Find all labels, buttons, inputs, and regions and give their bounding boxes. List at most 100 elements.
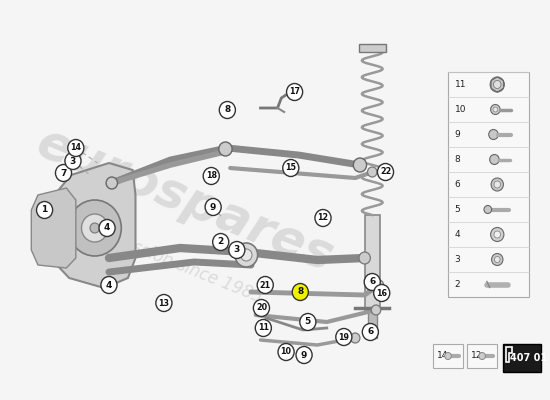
Circle shape [219, 142, 232, 156]
Polygon shape [31, 188, 76, 268]
Text: a passion since 1985: a passion since 1985 [96, 224, 265, 306]
Circle shape [491, 228, 504, 242]
Circle shape [56, 164, 72, 182]
Circle shape [494, 181, 501, 188]
Text: 3: 3 [70, 156, 76, 166]
Text: 7: 7 [60, 168, 67, 178]
Text: 8: 8 [455, 155, 460, 164]
Bar [467, 344, 497, 368]
Text: 9: 9 [301, 350, 307, 360]
Circle shape [493, 80, 501, 88]
Text: 15: 15 [285, 164, 296, 172]
Circle shape [373, 284, 390, 302]
Text: 9: 9 [455, 130, 460, 139]
Circle shape [81, 214, 108, 242]
Circle shape [491, 104, 500, 114]
Circle shape [65, 152, 81, 170]
Text: 11: 11 [455, 80, 466, 89]
Text: 12: 12 [471, 352, 482, 360]
Text: 5: 5 [305, 318, 311, 326]
Text: 14: 14 [70, 144, 81, 152]
Circle shape [350, 333, 360, 343]
Circle shape [205, 198, 221, 216]
Circle shape [484, 206, 492, 214]
Circle shape [445, 352, 452, 360]
Text: 13: 13 [158, 298, 169, 308]
Text: 20: 20 [256, 304, 267, 312]
Text: 16: 16 [376, 288, 387, 298]
Text: 19: 19 [338, 332, 349, 342]
Text: 10: 10 [280, 348, 292, 356]
Circle shape [283, 160, 299, 176]
Circle shape [362, 324, 378, 340]
Circle shape [359, 252, 370, 264]
Circle shape [377, 164, 394, 180]
Circle shape [491, 178, 503, 191]
Circle shape [494, 256, 500, 262]
Text: 2: 2 [218, 238, 224, 246]
Circle shape [213, 234, 229, 250]
Bar [365, 215, 380, 310]
Text: 10: 10 [455, 105, 466, 114]
Text: 2: 2 [455, 280, 460, 289]
Circle shape [240, 249, 252, 261]
Text: 17: 17 [289, 88, 300, 96]
Circle shape [494, 231, 501, 238]
Circle shape [219, 102, 235, 118]
Circle shape [371, 305, 381, 315]
Text: 22: 22 [380, 168, 391, 176]
Circle shape [36, 202, 53, 218]
Circle shape [296, 346, 312, 364]
Text: 18: 18 [206, 172, 217, 180]
Text: 9: 9 [210, 202, 216, 212]
Bar [503, 344, 541, 372]
Text: 1: 1 [41, 206, 48, 214]
Text: 3: 3 [455, 255, 460, 264]
Circle shape [68, 200, 122, 256]
Circle shape [336, 328, 352, 346]
Bar [367, 310, 377, 338]
Circle shape [489, 130, 498, 140]
Circle shape [156, 294, 172, 312]
Circle shape [106, 177, 118, 189]
Circle shape [292, 284, 309, 300]
Circle shape [99, 220, 115, 236]
Text: 11: 11 [258, 324, 269, 332]
Text: 5: 5 [455, 205, 460, 214]
Circle shape [255, 320, 271, 336]
Bar [433, 344, 463, 368]
Circle shape [479, 352, 486, 360]
Circle shape [254, 300, 270, 316]
Text: 14: 14 [437, 352, 448, 360]
Circle shape [68, 140, 84, 156]
Circle shape [490, 77, 504, 92]
Text: 6: 6 [455, 180, 460, 189]
Circle shape [229, 242, 245, 258]
Circle shape [278, 344, 294, 360]
Polygon shape [50, 163, 135, 288]
Circle shape [300, 314, 316, 330]
Circle shape [492, 254, 503, 266]
Text: 4: 4 [106, 280, 112, 290]
Text: eurospares: eurospares [29, 118, 340, 282]
Circle shape [203, 168, 219, 184]
Text: 407 01: 407 01 [510, 353, 547, 363]
Text: 12: 12 [317, 214, 328, 222]
Text: 4: 4 [104, 224, 110, 232]
Circle shape [367, 167, 377, 177]
Circle shape [90, 223, 100, 233]
Bar [359, 44, 386, 52]
Bar [448, 72, 530, 297]
Text: 6: 6 [367, 328, 373, 336]
Circle shape [257, 276, 273, 294]
Text: 8: 8 [297, 288, 304, 296]
Text: 8: 8 [224, 106, 230, 114]
Text: 21: 21 [260, 280, 271, 290]
Circle shape [353, 158, 366, 172]
Text: 4: 4 [455, 230, 460, 239]
Circle shape [287, 84, 302, 100]
Circle shape [490, 154, 499, 164]
Circle shape [364, 274, 380, 290]
Text: 3: 3 [234, 246, 240, 254]
Circle shape [101, 276, 117, 294]
